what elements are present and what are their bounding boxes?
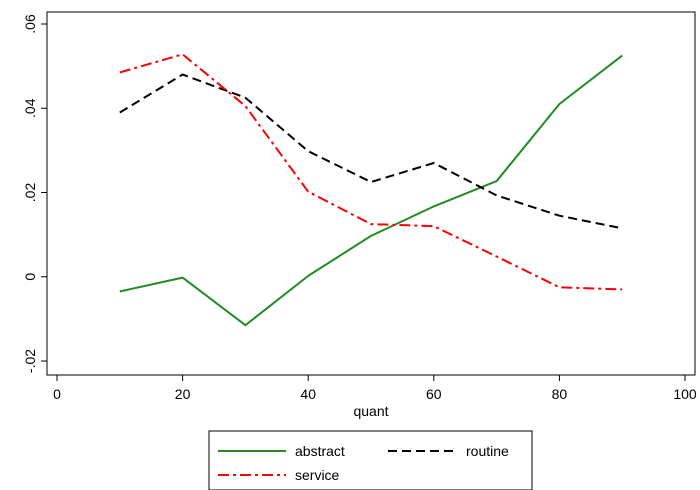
y-axis: -.02 0 .02 .04 .06 — [22, 14, 47, 373]
legend-label-abstract: abstract — [295, 443, 345, 459]
series-line-service — [119, 53, 623, 291]
legend: abstract routine service — [208, 430, 533, 490]
x-tick-label: 80 — [552, 386, 568, 402]
legend-label-routine: routine — [466, 443, 509, 459]
y-tick-label: 0 — [22, 273, 38, 281]
plot-frame — [46, 11, 696, 376]
y-tick-label: .06 — [22, 14, 38, 34]
x-axis-title: quant — [353, 403, 388, 419]
y-tick-label: -.02 — [22, 349, 38, 373]
y-tick-label: .04 — [22, 98, 38, 118]
x-tick-label: 40 — [300, 386, 316, 402]
series-layer — [119, 53, 623, 327]
series-line-routine — [119, 73, 623, 230]
x-tick-label: 100 — [673, 386, 697, 402]
series-line-abstract — [119, 54, 623, 327]
x-tick-label: 0 — [53, 386, 61, 402]
legend-label-service: service — [295, 467, 340, 483]
y-tick-label: .02 — [22, 183, 38, 203]
x-axis: 0 20 40 60 80 100 — [53, 375, 697, 402]
x-tick-label: 60 — [426, 386, 442, 402]
legend-box — [208, 430, 533, 490]
x-tick-label: 20 — [175, 386, 191, 402]
